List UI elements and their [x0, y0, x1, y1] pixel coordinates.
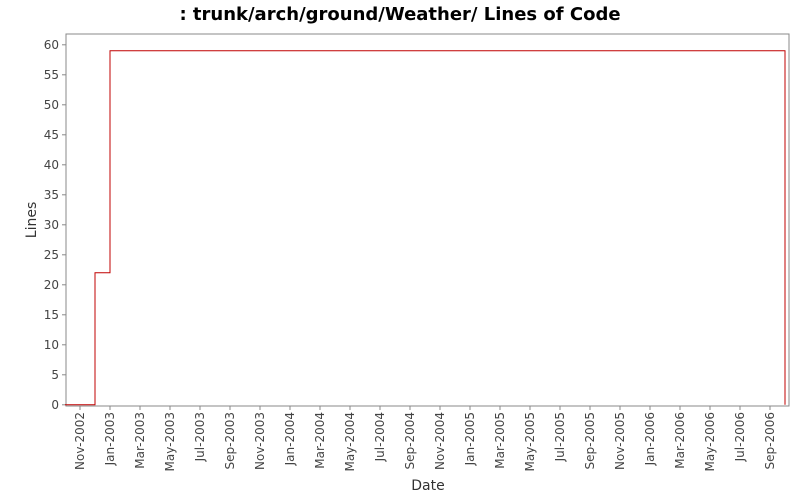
plot-area	[65, 33, 790, 407]
y-tick-label: 0	[51, 398, 59, 412]
y-tick-label: 15	[44, 308, 59, 322]
x-tick-label: Mar-2004	[313, 412, 327, 469]
x-tick-label: Jul-2004	[373, 412, 387, 462]
y-tick-label: 5	[51, 368, 59, 382]
x-tick-label: Jul-2005	[553, 412, 567, 462]
x-tick-label: Sep-2003	[223, 412, 237, 470]
y-tick-label: 25	[44, 248, 59, 262]
x-tick-label: May-2006	[703, 412, 717, 471]
x-tick-label: Jan-2003	[103, 412, 117, 466]
x-tick-label: Sep-2005	[583, 412, 597, 470]
x-tick-label: May-2005	[523, 412, 537, 471]
x-tick-label: Nov-2005	[613, 412, 627, 470]
chart-title: : trunk/arch/ground/Weather/ Lines of Co…	[179, 4, 620, 25]
y-tick-label: 40	[44, 158, 59, 172]
x-tick-label: Sep-2006	[763, 412, 777, 470]
y-tick-label: 45	[44, 128, 59, 142]
y-tick-label: 10	[44, 338, 59, 352]
y-tick-label: 20	[44, 278, 59, 292]
x-axis-label: Date	[411, 478, 444, 494]
y-tick-label: 35	[44, 188, 59, 202]
y-axis-label: Lines	[24, 202, 40, 238]
x-tick-label: May-2004	[343, 412, 357, 471]
x-tick-label: Jul-2006	[733, 412, 747, 462]
y-tick-label: 60	[44, 38, 59, 52]
x-tick-label: Jan-2006	[643, 412, 657, 466]
x-tick-label: Mar-2006	[673, 412, 687, 469]
y-tick-label: 50	[44, 98, 59, 112]
x-tick-label: Mar-2003	[133, 412, 147, 469]
x-tick-label: Nov-2004	[433, 412, 447, 470]
x-tick-label: May-2003	[163, 412, 177, 471]
x-tick-label: Sep-2004	[403, 412, 417, 470]
x-tick-label: Nov-2002	[73, 412, 87, 470]
x-tick-label: Mar-2005	[493, 412, 507, 469]
x-tick-label: Jul-2003	[193, 412, 207, 462]
x-tick-label: Nov-2003	[253, 412, 267, 470]
data-line	[65, 50, 786, 406]
y-tick-label: 30	[44, 218, 59, 232]
x-tick-label: Jan-2004	[283, 412, 297, 466]
y-tick-label: 55	[44, 68, 59, 82]
x-tick-label: Jan-2005	[463, 412, 477, 466]
